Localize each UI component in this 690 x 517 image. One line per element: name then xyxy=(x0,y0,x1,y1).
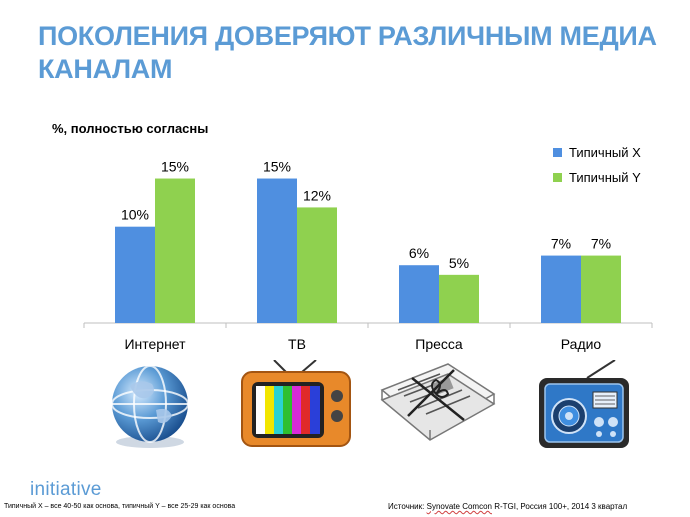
bar-x-0 xyxy=(115,226,155,323)
globe-icon xyxy=(111,365,189,448)
bar-x-1 xyxy=(257,178,297,323)
data-label-y-3: 7% xyxy=(591,236,611,252)
newspaper-icon xyxy=(380,363,496,441)
tv-icon xyxy=(241,360,351,447)
bar-x-2 xyxy=(399,265,439,323)
y-axis-label: %, полностью согласны xyxy=(52,121,209,136)
legend: Типичный X Типичный Y xyxy=(553,140,641,190)
bar-y-2 xyxy=(439,274,479,323)
legend-label-y: Типичный Y xyxy=(569,170,641,185)
source-prefix: Источник: xyxy=(388,502,427,511)
bar-y-1 xyxy=(297,207,337,323)
data-label-x-3: 7% xyxy=(551,236,571,252)
legend-label-x: Типичный X xyxy=(569,145,641,160)
category-label-internet: Интернет xyxy=(124,336,186,352)
legend-item-x: Типичный X xyxy=(553,140,641,165)
legend-item-y: Типичный Y xyxy=(553,165,641,190)
page-title: ПОКОЛЕНИЯ ДОВЕРЯЮТ РАЗЛИЧНЫМ МЕДИА КАНАЛ… xyxy=(38,21,657,84)
data-label-x-1: 15% xyxy=(263,159,291,175)
legend-swatch-x xyxy=(553,148,562,157)
source-rest: R-TGI, Россия 100+, 2014 3 квартал xyxy=(491,502,628,511)
bar-x-3 xyxy=(541,255,581,323)
data-label-x-0: 10% xyxy=(121,207,149,223)
category-label-tv: ТВ xyxy=(288,336,306,352)
data-label-x-2: 6% xyxy=(409,245,429,261)
data-label-y-1: 12% xyxy=(303,187,331,203)
initiative-logo: initiative xyxy=(30,479,102,500)
data-label-y-0: 15% xyxy=(161,159,189,175)
data-label-y-2: 5% xyxy=(449,255,469,271)
category-label-press: Пресса xyxy=(415,336,463,352)
bar-y-3 xyxy=(581,255,621,323)
bar-y-0 xyxy=(155,178,195,323)
source-name: Synovate Comcon xyxy=(426,502,492,511)
radio-icon xyxy=(539,360,629,448)
legend-swatch-y xyxy=(553,173,562,182)
footnote: Типичный X – все 40-50 как основа, типич… xyxy=(4,503,236,510)
source-note: Источник: Synovate Comcon R-TGI, Россия … xyxy=(388,502,627,511)
category-label-radio: Радио xyxy=(560,336,602,352)
